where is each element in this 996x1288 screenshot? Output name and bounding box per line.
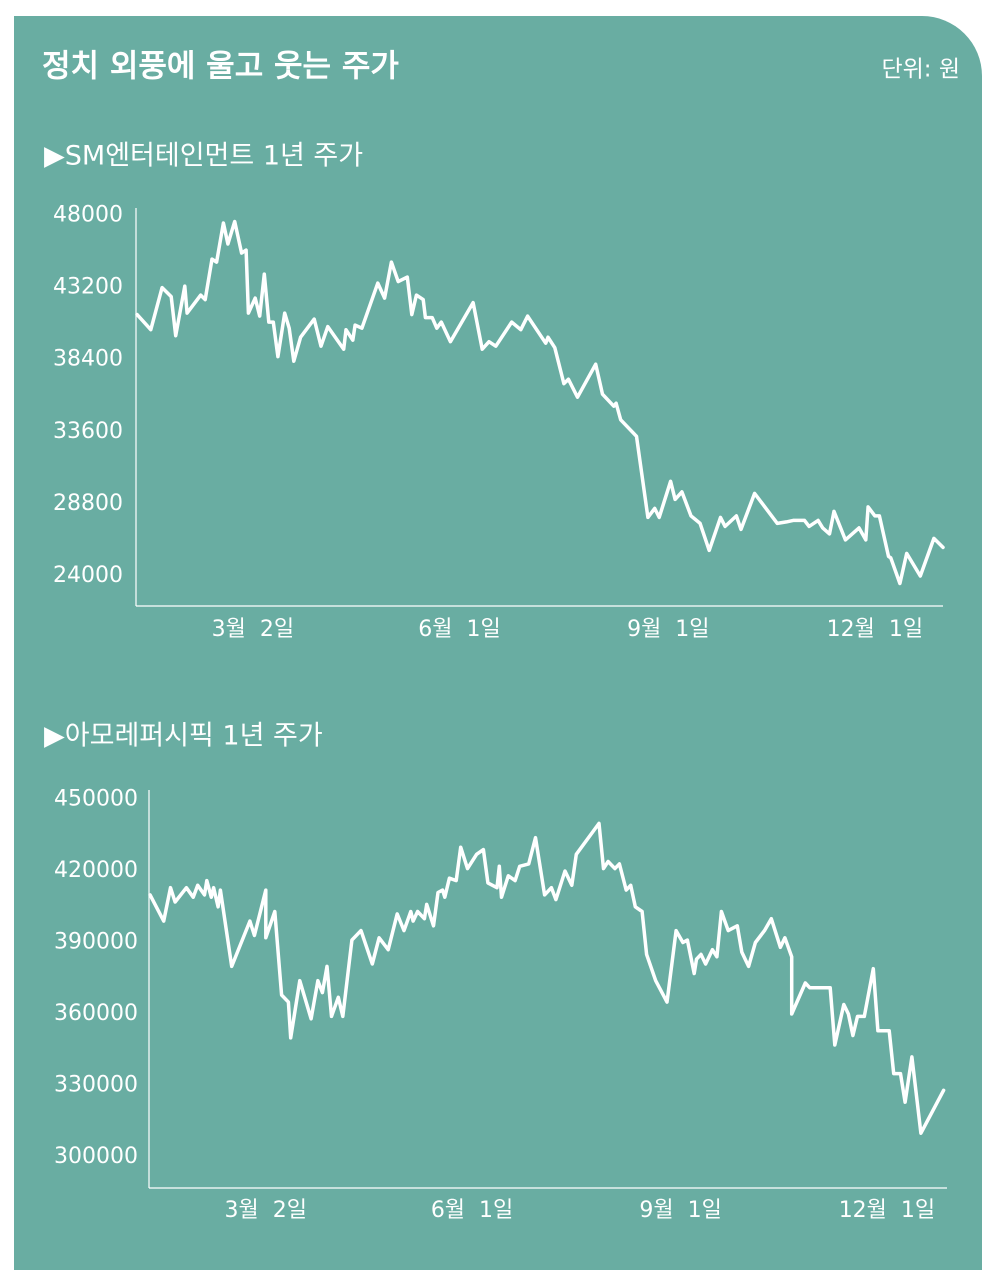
- y-tick-label: 43200: [53, 275, 123, 300]
- unit-note: 단위: 원: [881, 57, 960, 83]
- x-tick-label: 12월 1일: [839, 1198, 935, 1223]
- y-tick-label: 33600: [53, 419, 123, 444]
- x-tick-label: 12월 1일: [827, 617, 923, 642]
- x-tick-label: 6월 1일: [418, 617, 500, 642]
- panel: [14, 16, 982, 1270]
- x-tick-label: 9월 1일: [639, 1198, 721, 1223]
- y-tick-label: 420000: [54, 858, 138, 883]
- price-line: [148, 821, 946, 1135]
- page-title: 정치 외풍에 울고 웃는 주가: [42, 49, 399, 85]
- y-tick-label: 300000: [54, 1144, 138, 1169]
- y-tick-label: 450000: [54, 787, 138, 812]
- y-tick-label: 28800: [53, 491, 123, 516]
- x-tick-label: 3월 2일: [212, 617, 294, 642]
- y-tick-label: 48000: [53, 203, 123, 228]
- x-tick-label: 3월 2일: [225, 1198, 307, 1223]
- y-tick-label: 24000: [53, 563, 123, 588]
- x-tick-label: 9월 1일: [627, 617, 709, 642]
- x-tick-label: 6월 1일: [431, 1198, 513, 1223]
- y-tick-label: 330000: [54, 1073, 138, 1098]
- y-tick-label: 390000: [54, 930, 138, 955]
- chart-title: ▶SM엔터테인먼트 1년 주가: [44, 141, 363, 172]
- price-line: [135, 219, 945, 586]
- y-tick-label: 38400: [53, 347, 123, 372]
- chart-title: ▶아모레퍼시픽 1년 주가: [44, 721, 323, 752]
- y-tick-label: 360000: [54, 1001, 138, 1026]
